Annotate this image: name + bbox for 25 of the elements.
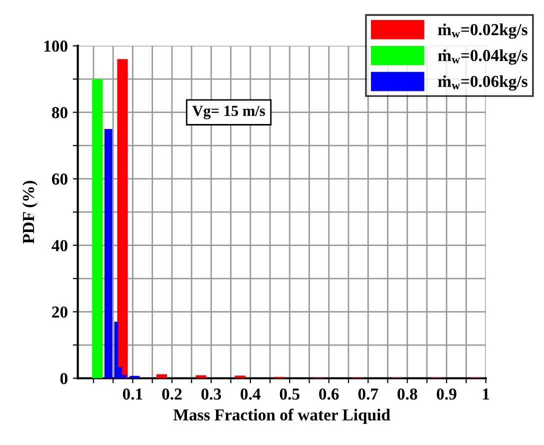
y-tick-label: 100 [44, 40, 68, 52]
legend-label: ṁ$_{w}$=0.04kg/s [438, 49, 528, 65]
legend-label: ṁ$_{w}$=0.02kg/s [438, 24, 528, 39]
y-tick-label: 20 [52, 306, 68, 318]
x-tick-label: 0.1 [122, 388, 142, 400]
annotation: Vg= 15 m/s [192, 106, 265, 120]
x-tick-label: 0.7 [358, 388, 378, 400]
x-tick-label: 1 [482, 388, 490, 400]
x-tick-label: 0.4 [240, 388, 261, 400]
x-axis-title: Mass Fraction of water Liquid [173, 408, 390, 424]
x-tick-label: 0.8 [398, 388, 418, 400]
y-tick-label: 80 [52, 107, 68, 118]
x-tick-label: 0.6 [319, 388, 339, 400]
y-tick-label: 0 [60, 372, 68, 384]
y-tick-label: 60 [52, 174, 68, 185]
x-tick-label: 0.3 [201, 388, 222, 400]
y-tick-label: 40 [52, 240, 68, 252]
x-tick-label: 0.2 [162, 388, 182, 400]
legend-label: ṁ$_{w}$=0.06kg/s [438, 75, 528, 91]
bar [234, 376, 246, 378]
bar [117, 59, 128, 378]
x-tick-label: 0.5 [280, 388, 300, 400]
x-tick-label: 0.9 [436, 388, 456, 400]
y-axis-title: PDF (%) [22, 180, 38, 244]
bar [92, 79, 103, 378]
